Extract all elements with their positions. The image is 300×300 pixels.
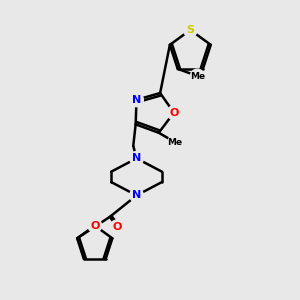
Circle shape <box>130 188 143 202</box>
Circle shape <box>88 219 102 232</box>
Text: O: O <box>90 220 99 230</box>
Circle shape <box>167 106 181 119</box>
Circle shape <box>183 23 197 37</box>
Circle shape <box>110 220 124 234</box>
Circle shape <box>130 93 143 107</box>
Text: S: S <box>186 25 194 35</box>
Circle shape <box>190 69 204 83</box>
Text: N: N <box>132 190 141 200</box>
Text: Me: Me <box>167 137 182 146</box>
Text: O: O <box>169 108 178 118</box>
Text: Me: Me <box>190 71 205 80</box>
Text: O: O <box>112 222 122 232</box>
Text: N: N <box>132 95 141 105</box>
Circle shape <box>130 152 143 165</box>
Circle shape <box>168 135 182 149</box>
Text: N: N <box>132 153 141 164</box>
